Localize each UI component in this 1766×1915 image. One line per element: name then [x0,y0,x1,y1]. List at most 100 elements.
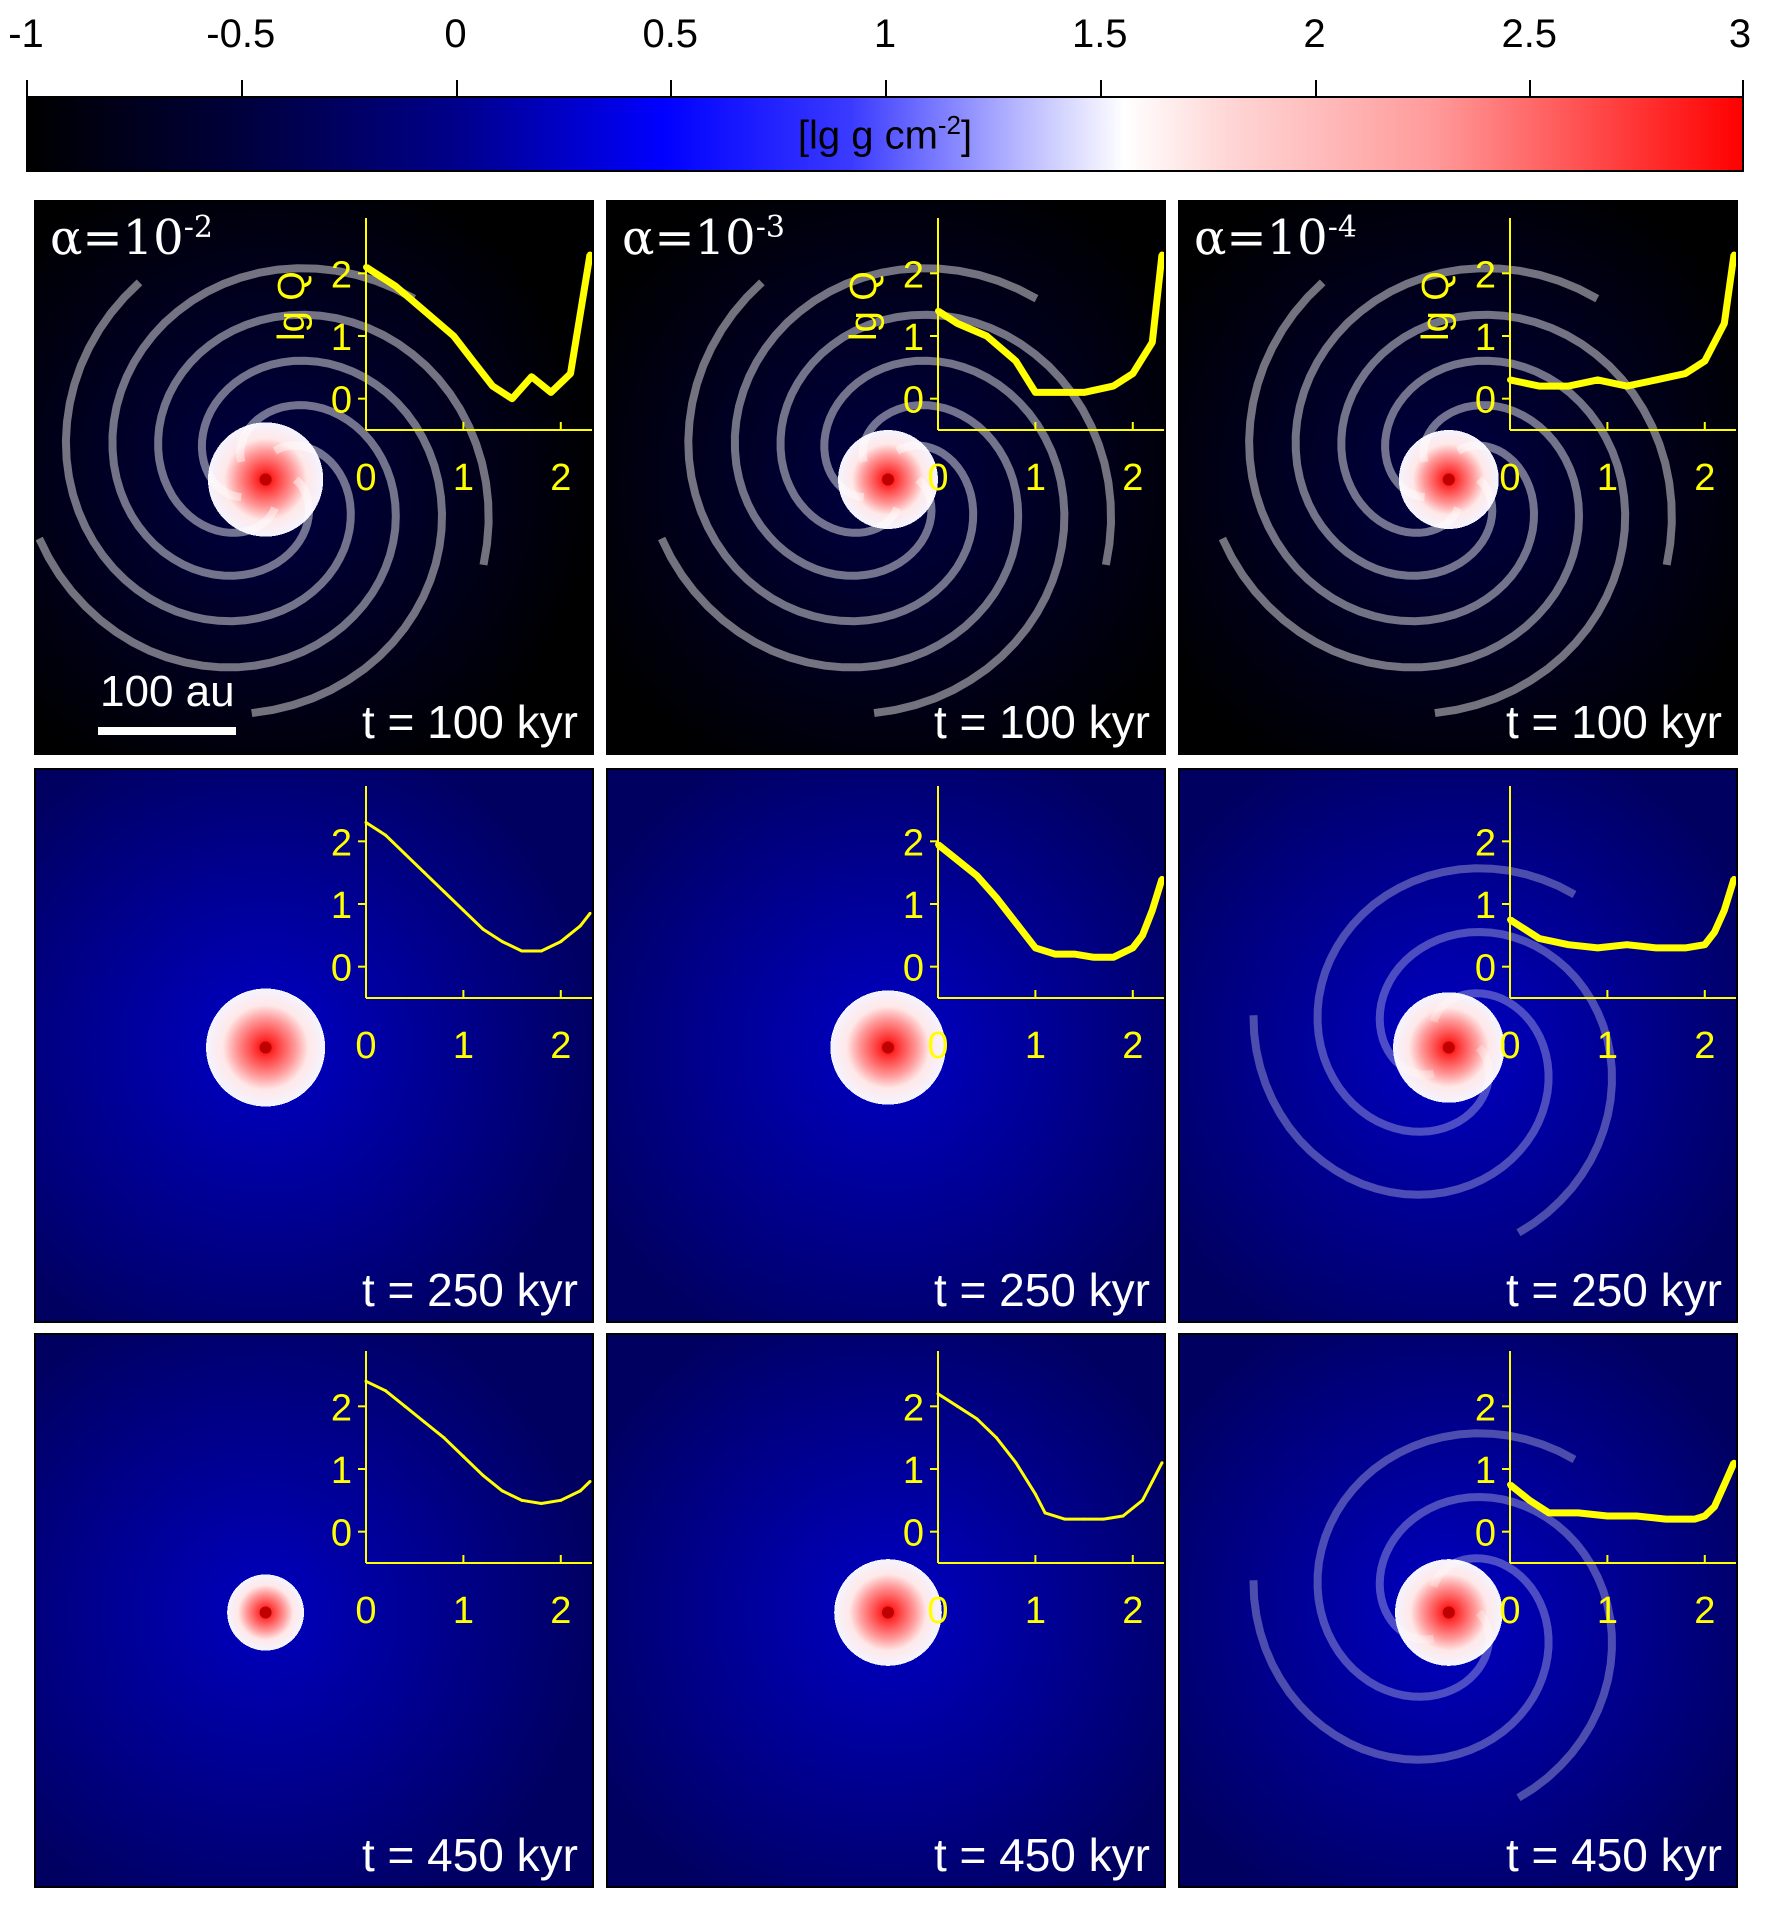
inset-y-tick-label: 0 [1475,380,1496,422]
q-profile-point [1536,935,1543,942]
q-profile-point [1507,1481,1513,1488]
scale-bar [98,727,236,735]
q-profile-point [1575,1509,1582,1516]
inset-y-tick-label: 1 [1475,317,1496,359]
q-profile-point [1033,1492,1037,1496]
q-profile-point [1110,954,1117,961]
spiral-arm [658,401,1023,672]
spiral-arm [1375,927,1616,1237]
q-profile-point [422,871,426,875]
q-profile-point [1012,358,1019,365]
q-profile-point [1012,919,1019,926]
q-profile-point [509,395,516,402]
q-profile-point [539,1501,543,1505]
inset-y-tick-label: 2 [1475,1387,1496,1429]
q-profile-point [1731,1459,1736,1466]
colorbar-unit-label: [lg g cm-2] [797,110,973,158]
q-profile-point [1633,1513,1640,1519]
q-profile-point [1662,1516,1669,1523]
inset-x-tick-label: 0 [927,457,948,499]
q-profile-point [403,852,407,856]
q-profile-point [1682,370,1689,377]
inset-y-tick-label: 2 [1475,822,1496,864]
density-panel: 0 1 2 0 1 2 t = 450 kyr [606,1333,1166,1888]
q-profile-point [1701,941,1708,948]
inset-x-tick-label: 0 [1499,1590,1520,1632]
inset-y-tick-label: 1 [331,317,352,359]
spiral-arm [1245,279,1539,626]
q-profile-point [1121,1514,1125,1518]
inset-x-tick-label: 1 [453,457,474,499]
inset-y-tick-label: 2 [903,822,924,864]
inset-x-tick-label: 2 [550,457,571,499]
inset-x-tick-label: 1 [1597,1590,1618,1632]
q-profile-point [461,1454,465,1458]
q-profile-point [983,333,990,339]
time-label: t = 250 kyr [1505,1264,1722,1316]
q-profile-line [937,1392,1164,1521]
inset-x-tick-label: 1 [1025,1025,1046,1067]
inset-y-tick-label: 0 [903,1513,924,1555]
inset-x-tick-label: 2 [1122,1590,1143,1632]
inset-x-tick-label: 0 [1499,1025,1520,1067]
central-density-peak [259,473,272,486]
q-profile-point [1139,932,1146,939]
q-profile-point [975,1417,979,1421]
q-profile-point [1160,1461,1164,1465]
time-label: t = 250 kyr [933,1264,1150,1316]
inset-y-label: lg Q [1415,271,1457,341]
q-profile-point [954,320,961,327]
alpha-label: α=10-3 [622,210,785,266]
q-profile-point [1129,370,1136,377]
q-profile-point [500,1489,504,1493]
q-profile-point [450,333,457,339]
time-label: t = 450 kyr [361,1829,578,1881]
colorbar-tick [455,80,458,96]
time-label: t = 100 kyr [1505,696,1722,748]
q-profile-point [383,1389,387,1393]
inset-y-tick-label: 0 [331,380,352,422]
colorbar-tick-label: 3 [1728,12,1752,56]
colorbar-tick [1099,80,1102,96]
q-profile-point [1536,383,1543,390]
density-panel: 0 1 2 0 1 2 t = 250 kyr [34,768,594,1323]
colorbar-tick-label: 1 [873,12,897,56]
q-profile-point [1159,875,1164,882]
q-profile-point [1653,376,1660,383]
q-profile-point [548,389,555,396]
inset-x-tick-label: 2 [1694,1590,1715,1632]
q-profile-point [528,373,535,380]
q-profile-point [1150,1480,1154,1484]
spiral-arm [1375,1492,1616,1802]
q-profile-point [994,1436,998,1440]
q-profile-point [520,1498,524,1502]
q-profile-point [955,1404,959,1408]
q-profile-line [1507,1461,1736,1523]
q-profile-point [442,889,446,893]
q-profile-point [1149,339,1156,346]
q-profile-point [1090,954,1097,961]
colorbar-tick-label: 0.5 [642,12,699,56]
colorbar-tick [1742,80,1744,96]
spiral-arm [1381,356,1630,718]
q-profile-point [1721,1481,1728,1488]
inset-x-tick-label: 2 [550,1590,571,1632]
q-profile-point [1721,320,1728,327]
density-field [1180,1335,1736,1886]
q-profile-point [403,1404,407,1408]
spiral-arm [776,310,1116,566]
alpha-exponent: -3 [755,210,785,245]
spiral-arm [1313,1429,1577,1701]
density-map: 0 1 2 0 1 2 [36,770,592,1321]
density-field [1180,770,1736,1321]
q-profile-point [364,821,368,825]
density-panel: 0 1 2 0 1 2 t = 450 kyr [1178,1333,1738,1888]
q-profile-point [1565,383,1572,390]
q-profile-point [1731,251,1736,258]
q-profile-point [363,264,369,271]
q-profile-point [481,1473,485,1477]
q-profile-point [973,872,980,879]
time-label: t = 450 kyr [933,1829,1150,1881]
spiral-arm [1249,989,1553,1199]
